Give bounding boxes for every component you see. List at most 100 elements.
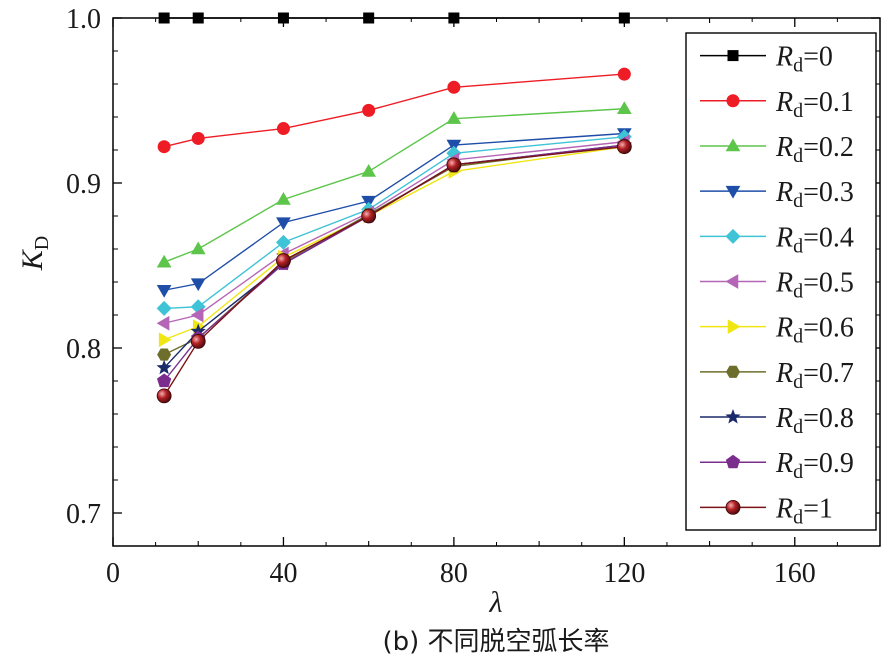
series-rd-0-2 bbox=[156, 101, 632, 268]
series-line bbox=[163, 141, 625, 324]
axis-ticks: 0 40 80 120 160 0.7 0.8 0.9 1.0 bbox=[66, 4, 880, 589]
series-line bbox=[163, 146, 625, 397]
data-point bbox=[361, 163, 377, 177]
legend-label-sub: d bbox=[793, 100, 803, 122]
legend-label-sub: d bbox=[793, 145, 803, 167]
y-tick-label: 0.8 bbox=[66, 334, 101, 365]
legend-label-main: R bbox=[775, 132, 793, 163]
legend-label-value: =0.5 bbox=[803, 268, 854, 299]
legend-label: Rd=1 bbox=[775, 493, 833, 528]
legend-label-sub: d bbox=[793, 235, 803, 257]
legend-label-main: R bbox=[775, 403, 793, 434]
series-rd-0-8 bbox=[156, 137, 632, 375]
data-point bbox=[448, 12, 460, 24]
legend-marker bbox=[727, 50, 739, 62]
data-point bbox=[158, 332, 172, 348]
data-point bbox=[616, 101, 632, 114]
legend-entry: Rd=0.8 bbox=[700, 403, 854, 438]
legend-label-value: =0.7 bbox=[803, 358, 854, 389]
series-line bbox=[163, 144, 625, 382]
legend-entry: Rd=0.9 bbox=[700, 448, 854, 483]
legend-marker bbox=[725, 409, 741, 424]
data-point bbox=[276, 192, 291, 205]
legend-label: Rd=0.8 bbox=[775, 403, 854, 438]
legend-entry: Rd=0.7 bbox=[700, 358, 854, 393]
data-point bbox=[276, 253, 291, 268]
series-line bbox=[163, 144, 625, 369]
series-rd-0-7 bbox=[157, 138, 632, 361]
legend-label-main: R bbox=[775, 177, 793, 208]
legend-entry: Rd=0 bbox=[700, 42, 833, 77]
data-point bbox=[156, 285, 172, 298]
legend-marker bbox=[726, 94, 740, 108]
series-line bbox=[163, 73, 625, 148]
data-point bbox=[158, 12, 170, 24]
data-point bbox=[190, 241, 206, 255]
legend-label-sub: d bbox=[793, 281, 803, 303]
y-axis-title-sub: D bbox=[31, 236, 53, 250]
data-point bbox=[156, 359, 172, 375]
x-tick-label: 80 bbox=[440, 558, 468, 589]
legend-entry: Rd=1 bbox=[700, 493, 833, 528]
legend-entry: Rd=0.4 bbox=[700, 222, 854, 257]
data-point bbox=[446, 157, 462, 173]
legend-label-sub: d bbox=[793, 416, 803, 438]
legend-label-value: =1 bbox=[803, 493, 833, 524]
data-point bbox=[156, 388, 172, 404]
data-point bbox=[157, 140, 171, 154]
figure-caption: (b) 不同脱空弧长率 bbox=[382, 627, 609, 657]
data-point bbox=[616, 139, 632, 155]
legend-label: Rd=0.7 bbox=[775, 358, 854, 393]
series-rd-0-6 bbox=[158, 139, 632, 348]
legend-label-value: =0.3 bbox=[803, 177, 854, 208]
legend-label-main: R bbox=[775, 313, 793, 344]
legend-label-sub: d bbox=[793, 55, 803, 77]
legend-label-main: R bbox=[775, 448, 793, 479]
legend-label: Rd=0.6 bbox=[775, 313, 854, 348]
legend-label-main: R bbox=[775, 42, 793, 73]
svg-text:KD: KD bbox=[16, 236, 53, 271]
legend-label: Rd=0.3 bbox=[775, 177, 854, 212]
legend-label: Rd=0.1 bbox=[775, 87, 854, 122]
data-point bbox=[276, 122, 290, 136]
data-point bbox=[190, 278, 206, 292]
data-point bbox=[363, 12, 375, 24]
legend-label-value: =0.1 bbox=[803, 87, 854, 118]
legend-label: Rd=0.4 bbox=[775, 222, 854, 257]
series-rd-1 bbox=[156, 139, 632, 404]
x-tick-label: 40 bbox=[269, 558, 297, 589]
data-point bbox=[191, 131, 205, 145]
data-point bbox=[277, 12, 289, 24]
data-point bbox=[618, 12, 630, 24]
legend-label: Rd=0.5 bbox=[775, 268, 854, 303]
legend-marker bbox=[725, 185, 741, 199]
legend-marker bbox=[725, 228, 741, 244]
legend-label-value: =0.9 bbox=[803, 448, 854, 479]
legend-label-main: R bbox=[775, 493, 793, 524]
data-point bbox=[447, 80, 461, 94]
series-line bbox=[163, 144, 625, 356]
series-rd-0 bbox=[158, 12, 630, 24]
legend-label-sub: d bbox=[793, 326, 803, 348]
series-line bbox=[163, 146, 625, 341]
data-point bbox=[361, 208, 377, 224]
data-point bbox=[362, 103, 376, 117]
legend-marker bbox=[725, 138, 741, 152]
legend-marker bbox=[725, 500, 741, 515]
legend-entry: Rd=0.1 bbox=[700, 87, 854, 122]
y-tick-label: 0.9 bbox=[66, 169, 101, 200]
data-point bbox=[156, 315, 170, 331]
legend-entry: Rd=0.6 bbox=[700, 313, 854, 348]
x-tick-label: 0 bbox=[106, 558, 120, 589]
series-rd-0-1 bbox=[157, 67, 631, 154]
series-layer bbox=[156, 12, 632, 404]
legend-label-main: R bbox=[775, 222, 793, 253]
data-point bbox=[156, 300, 172, 316]
y-tick-label: 1.0 bbox=[66, 4, 101, 35]
legend-entry: Rd=0.3 bbox=[700, 177, 854, 212]
y-tick-label: 0.7 bbox=[66, 499, 101, 530]
x-axis-title: λ bbox=[489, 586, 503, 619]
series-rd-0-4 bbox=[156, 129, 632, 316]
legend-label-sub: d bbox=[793, 371, 803, 393]
data-point bbox=[156, 254, 172, 268]
